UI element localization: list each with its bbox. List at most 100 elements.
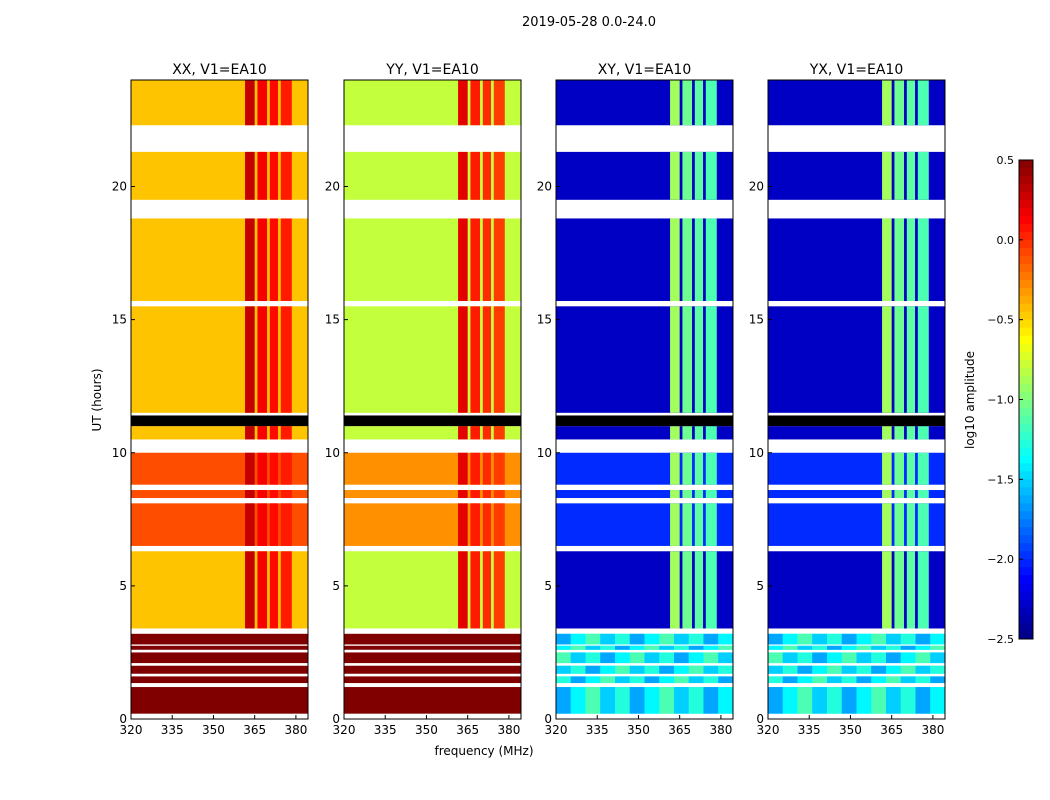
heatmap-segment [556,452,733,485]
noise-cell [782,687,798,714]
rfi-band-cell [280,80,292,126]
rfi-band-cell [682,151,693,200]
colorbar-cell [1019,215,1033,225]
noise-cell [915,633,931,645]
rfi-band-cell [670,218,680,301]
heatmap-segment [556,551,733,629]
noise-cell [827,676,842,684]
x-tick-label: 365 [880,723,903,737]
rfi-band-cell [670,80,680,126]
rfi-band-cell [894,151,905,200]
heatmap-segment [768,452,945,485]
colorbar-cell [1019,535,1033,544]
rfi-band-cell [694,218,704,301]
noise-cell [900,633,916,645]
noise-cell [886,645,901,650]
noise-cell [856,645,872,650]
noise-cell [688,633,704,645]
rfi-band-cell [470,490,481,499]
noise-cell [915,645,931,650]
noise-cell [915,687,931,714]
colorbar-cell [1019,327,1033,337]
panel-xx: XX, V1=EA10 320 335 350 365 380 0 5 10 15 20 [112,62,309,737]
noise-cell [688,665,704,674]
rfi-band-cell [670,426,680,440]
noise-cell [782,633,798,645]
noise-cell [644,665,660,674]
noise-cell [768,652,783,664]
rfi-band-cell [917,306,929,413]
rfi-band-cell [906,426,916,440]
colorbar-cell [1019,175,1033,185]
rfi-band-cell [245,151,255,200]
noise-cell [703,645,719,650]
noise-cell [703,676,719,684]
noise-cell [688,676,704,684]
colorbar-cell [1019,399,1033,408]
heatmap-segment [344,503,521,546]
colorbar-cell [1019,439,1033,448]
rfi-band-cell [917,452,929,485]
rfi-band-cell [493,80,505,126]
noise-cell [871,633,886,645]
rfi-band-cell [694,503,704,546]
rfi-band-cell [257,551,268,629]
colorbar-cell [1019,223,1033,233]
noise-cell [812,687,827,714]
noise-cell [812,645,827,650]
rfi-band-cell [493,151,505,200]
rfi-band-cell [906,80,916,126]
rfi-band-cell [458,151,468,200]
heatmap-segment [131,503,308,546]
rfi-band-cell [245,452,255,485]
rfi-band-cell [257,80,268,126]
noise-cell [768,645,783,650]
noise-cell [659,633,674,645]
rfi-band-cell [906,452,916,485]
noise-cell [768,676,783,684]
colorbar-cell [1019,415,1033,424]
noise-cell [585,665,601,674]
noise-cell [768,665,783,674]
heatmap-segment [344,306,521,413]
y-tick-label: 20 [537,180,552,194]
rfi-band-cell [493,490,505,499]
noise-cell [570,676,586,684]
colorbar-cell [1019,255,1033,265]
colorbar-cell [1019,487,1033,496]
heatmap-segment [344,551,521,629]
noise-cell [556,652,571,664]
heatmap-segment [131,687,308,714]
noise-cell [703,633,719,645]
rfi-band-cell [694,80,704,126]
noise-cell [915,676,931,684]
rfi-band-cell [894,490,905,499]
colorbar-cell [1019,431,1033,440]
rfi-band-cell [257,426,268,440]
noise-cell [782,676,798,684]
heatmap-segment [344,645,521,650]
heatmap-segment [131,490,308,499]
rfi-band-cell [482,503,492,546]
y-tick-label: 0 [756,712,764,726]
y-tick-label: 0 [119,712,127,726]
rfi-band-cell [906,551,916,629]
rfi-band-cell [694,306,704,413]
rfi-band-cell [245,503,255,546]
rfi-band-cell [894,80,905,126]
colorbar-cell [1019,519,1033,528]
panel-title: YX, V1=EA10 [809,62,904,78]
heatmap-segment [344,652,521,664]
colorbar-cell [1019,351,1033,361]
rfi-band-cell [670,151,680,200]
heatmap-segment [344,80,521,126]
rfi-band-cell [470,452,481,485]
panel-title: XX, V1=EA10 [172,62,267,78]
rfi-band-cell [882,426,892,440]
rfi-band-cell [493,503,505,546]
rfi-band-cell [280,503,292,546]
panel-frame [555,79,734,720]
noise-cell [827,665,842,674]
heatmap-segment [131,652,308,664]
noise-cell [556,676,571,684]
